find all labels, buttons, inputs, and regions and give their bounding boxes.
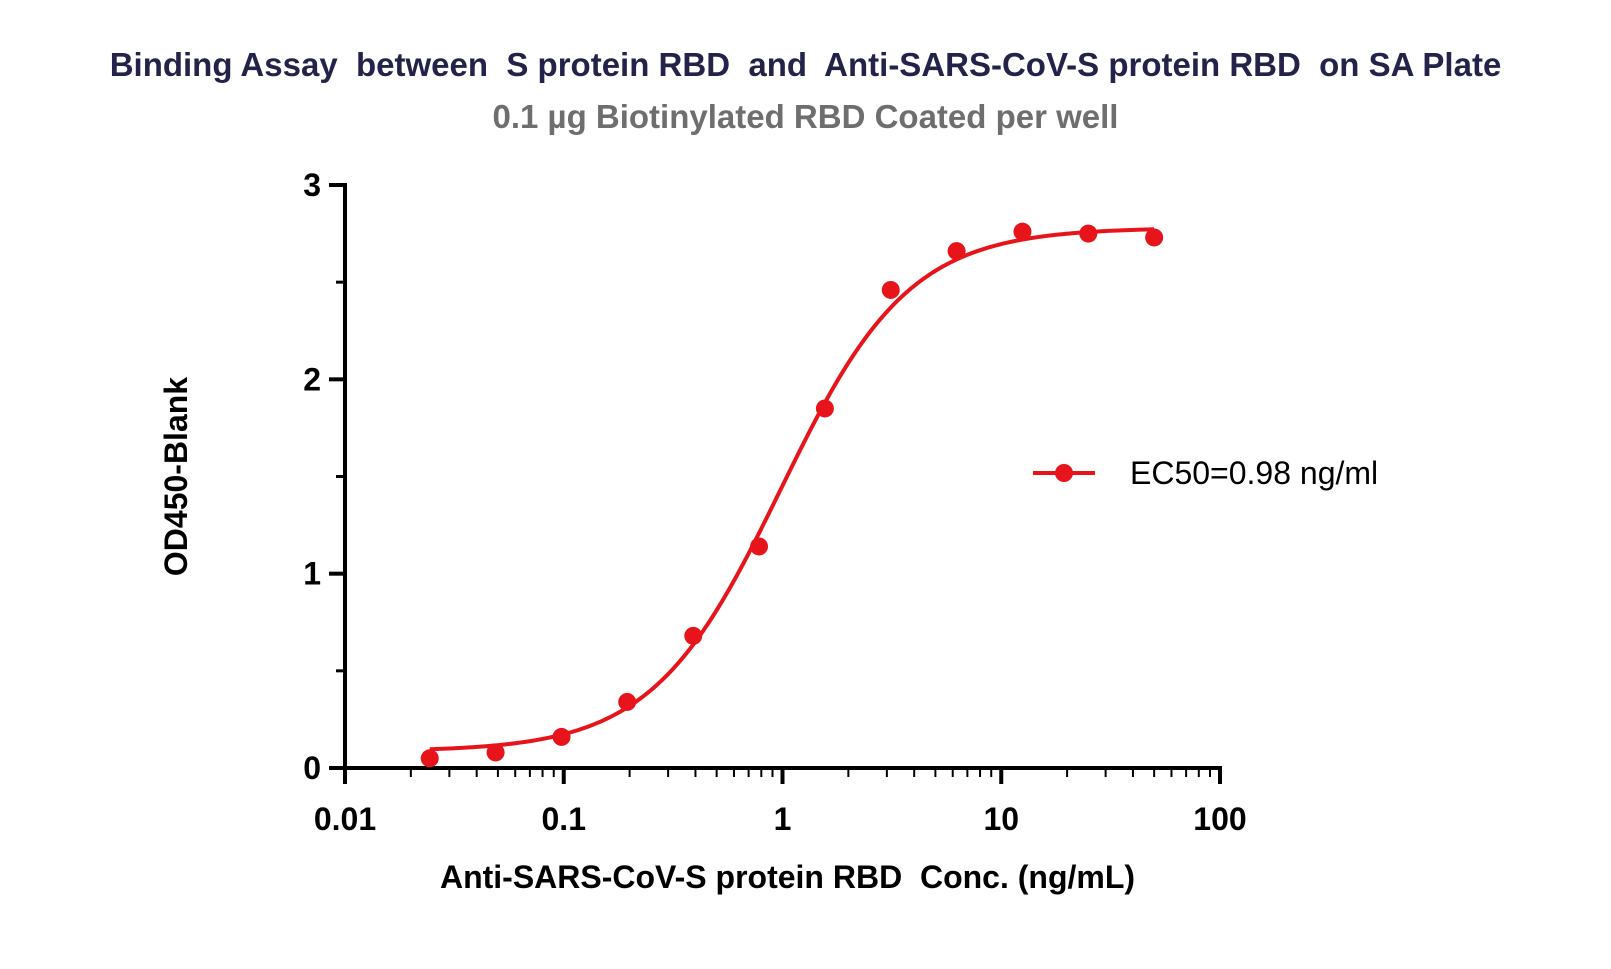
data-point [1013, 222, 1032, 241]
data-point [947, 242, 966, 261]
chart-subtitle: 0.1 µg Biotinylated RBD Coated per well [492, 98, 1119, 135]
data-point [552, 727, 571, 746]
fit-curve-group [429, 227, 1155, 752]
y-tick-label: 0 [303, 750, 321, 786]
data-point [815, 399, 834, 418]
x-tick-label: 1 [774, 801, 792, 837]
data-points [420, 222, 1164, 768]
data-point [486, 743, 505, 762]
fit-curve [429, 227, 1155, 752]
x-tick-label: 10 [983, 801, 1019, 837]
x-axis-title: Anti-SARS-CoV-S protein RBD Conc. (ng/mL… [440, 859, 1135, 895]
legend-label: EC50=0.98 ng/ml [1130, 455, 1378, 491]
data-point [1079, 224, 1098, 243]
data-point [1145, 228, 1164, 247]
y-tick-label: 3 [303, 167, 321, 203]
legend: EC50=0.98 ng/ml [1033, 455, 1378, 491]
data-point [618, 692, 637, 711]
data-point [750, 537, 769, 556]
x-tick-label: 0.01 [314, 801, 376, 837]
x-tick-label: 0.1 [542, 801, 586, 837]
x-tick-label: 100 [1193, 801, 1246, 837]
data-point [881, 280, 900, 299]
chart-title: Binding Assay between S protein RBD and … [109, 46, 1502, 83]
y-axis-title: OD450-Blank [158, 377, 194, 576]
axes: 0 1 2 3 0.01 0.1 1 10 100 [303, 167, 1246, 837]
y-tick-label: 1 [303, 556, 321, 592]
legend-marker [1055, 464, 1073, 482]
data-point [684, 626, 703, 645]
y-tick-label: 2 [303, 361, 321, 397]
data-point [420, 749, 439, 768]
